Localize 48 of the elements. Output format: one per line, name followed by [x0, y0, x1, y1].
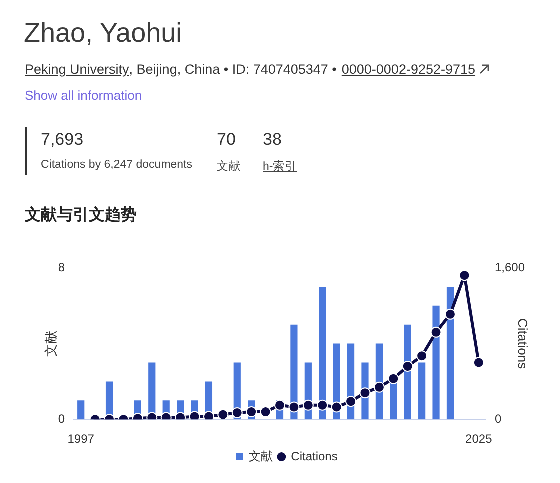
point — [430, 326, 442, 338]
text: Citations by 6,247 documents — [41, 159, 193, 171]
text: Peking University — [25, 62, 130, 77]
text: 38 — [263, 130, 282, 150]
legend-label: 文献 — [249, 449, 274, 464]
point — [246, 406, 258, 418]
point — [189, 411, 200, 420]
point — [203, 411, 214, 420]
bar — [319, 286, 326, 420]
point — [274, 400, 286, 411]
point — [416, 350, 428, 362]
bar — [290, 324, 298, 420]
point — [360, 388, 371, 399]
point — [346, 396, 357, 408]
point — [444, 308, 456, 320]
bar — [432, 306, 440, 420]
bar — [390, 382, 398, 420]
point — [288, 402, 300, 413]
y2-tick-label: 0 — [495, 412, 502, 426]
y-axis-title: 文献 — [43, 330, 58, 357]
point — [459, 270, 470, 282]
text: h-索引 — [263, 160, 298, 174]
y2-axis-title: Citations — [516, 318, 531, 370]
point — [302, 400, 314, 411]
text: 0000-0002-9252-9715 — [342, 62, 476, 77]
y2-tick-label: 1,600 — [495, 260, 526, 274]
text: , Beijing, China • ID: 7407405347 • — [129, 62, 337, 77]
text: 7,693 — [41, 130, 84, 150]
chart-title: 文献与引文趋势 — [25, 205, 137, 226]
point — [331, 402, 342, 413]
point — [402, 361, 414, 372]
x-tick-label: 1997 — [68, 432, 95, 446]
point — [374, 382, 385, 393]
y-tick-label: 8 — [58, 260, 66, 274]
point — [317, 400, 328, 411]
x-tick-label: 2025 — [466, 432, 493, 446]
text: Zhao, Yaohui — [24, 18, 182, 49]
bar — [418, 362, 426, 420]
bar — [78, 400, 85, 420]
text: Show all information — [25, 88, 142, 103]
point — [260, 406, 272, 418]
point — [388, 373, 400, 384]
text: 70 — [217, 130, 236, 150]
legend-label: Citations — [291, 449, 338, 464]
text: 文献 — [217, 160, 241, 174]
point — [232, 407, 243, 418]
point — [218, 409, 229, 420]
point — [473, 357, 484, 368]
